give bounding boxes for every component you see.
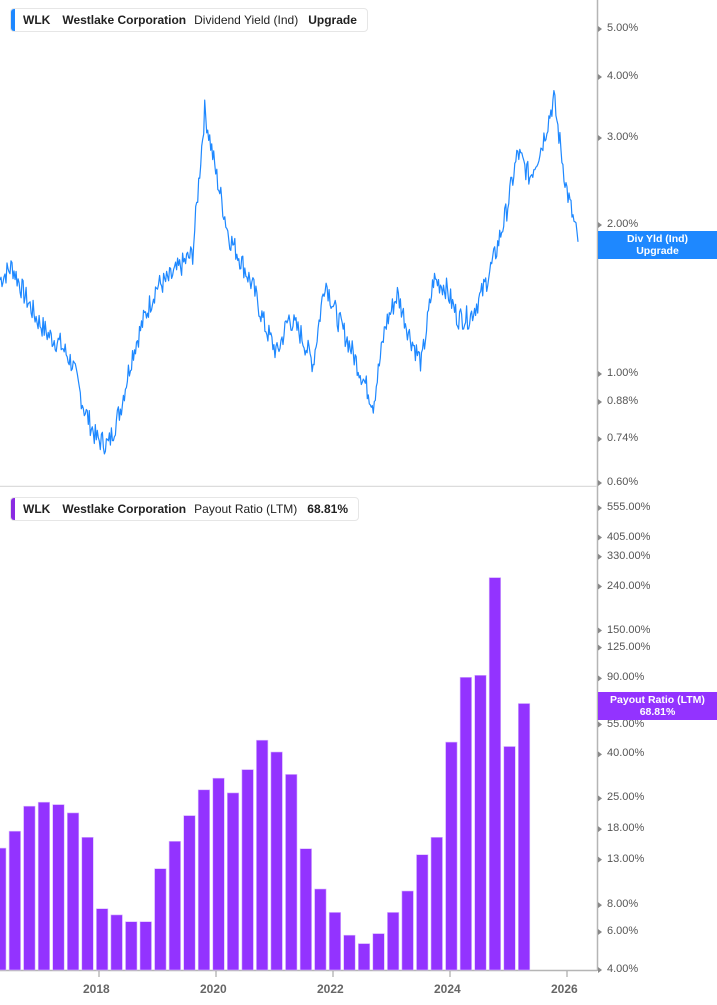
y-tick-label: 150.00%	[607, 623, 651, 636]
payout-bar[interactable]	[517, 703, 531, 971]
payout-bar[interactable]	[183, 815, 196, 971]
legend-accent-bar	[11, 498, 15, 520]
payout-bar[interactable]	[154, 868, 167, 971]
payout-ratio-panel: WLK Westlake Corporation Payout Ratio (L…	[0, 487, 717, 977]
payout-bar[interactable]	[110, 914, 123, 971]
payout-bar[interactable]	[503, 746, 516, 971]
payout-ratio-end-tag: Payout Ratio (LTM) 68.81%	[598, 692, 717, 720]
payout-bar[interactable]	[285, 774, 298, 971]
y-tick-label: 3.00%	[607, 131, 639, 143]
y-tick-label: 8.00%	[607, 898, 639, 911]
payout-bar[interactable]	[8, 830, 21, 971]
y-tick-label: 555.00%	[607, 501, 651, 513]
dividend-yield-line	[0, 90, 579, 455]
y-tick-label: 240.00%	[607, 579, 651, 592]
payout-bar[interactable]	[212, 777, 225, 971]
payout-bar[interactable]	[328, 912, 342, 971]
payout-bar[interactable]	[96, 908, 109, 971]
y-tick-label: 55.00%	[607, 717, 645, 730]
end-tag-value: 68.81%	[639, 706, 676, 718]
payout-bar[interactable]	[67, 812, 80, 971]
y-tick-label: 1.00%	[607, 367, 639, 379]
end-tag-metric: Div Yld (Ind)	[626, 233, 689, 245]
y-tick-label: 25.00%	[607, 791, 645, 804]
y-tick-label: 405.00%	[607, 530, 651, 543]
y-tick-label: 330.00%	[607, 549, 651, 562]
x-tick-label: 2018	[83, 982, 110, 996]
legend-metric: Dividend Yield (Ind)	[194, 13, 299, 27]
y-tick-label: 18.00%	[607, 822, 645, 835]
payout-bar[interactable]	[52, 804, 65, 971]
payout-bar[interactable]	[372, 933, 385, 971]
end-tag-value: Upgrade	[636, 245, 679, 257]
x-tick-marks	[98, 971, 568, 977]
payout-bar[interactable]	[299, 848, 312, 971]
dividend-yield-legend[interactable]: WLK Westlake Corporation Dividend Yield …	[10, 8, 368, 32]
y-tick-label: 13.00%	[607, 852, 645, 865]
x-tick-label: 2020	[200, 982, 227, 996]
payout-bar[interactable]	[0, 847, 7, 971]
y-tick-label: 5.00%	[607, 22, 639, 34]
payout-bar[interactable]	[23, 805, 36, 971]
payout-bar[interactable]	[416, 854, 429, 971]
payout-bar[interactable]	[474, 675, 487, 971]
payout-bar[interactable]	[168, 840, 181, 971]
y-tick-marks	[598, 505, 602, 973]
legend-accent-bar	[11, 9, 15, 31]
legend-metric: Payout Ratio (LTM)	[194, 502, 298, 516]
legend-ticker: WLK	[23, 13, 51, 27]
payout-ratio-bars	[0, 577, 531, 971]
dividend-yield-chart	[0, 0, 602, 487]
dividend-yield-panel: WLK Westlake Corporation Dividend Yield …	[0, 0, 717, 488]
y-tick-label: 0.60%	[607, 476, 639, 488]
payout-bar[interactable]	[445, 741, 458, 971]
x-tick-label: 2024	[434, 982, 461, 996]
payout-bar[interactable]	[270, 751, 283, 971]
payout-bar[interactable]	[488, 577, 502, 971]
y-tick-label: 0.74%	[607, 432, 639, 444]
end-tag-metric: Payout Ratio (LTM)	[610, 694, 705, 706]
y-tick-label: 0.88%	[607, 395, 639, 407]
y-tick-label: 125.00%	[607, 640, 651, 653]
payout-bar[interactable]	[459, 677, 472, 971]
y-tick-label: 4.00%	[607, 963, 639, 975]
y-tick-label: 90.00%	[607, 671, 645, 684]
payout-bar[interactable]	[314, 888, 327, 971]
payout-ratio-legend[interactable]: WLK Westlake Corporation Payout Ratio (L…	[10, 497, 359, 521]
payout-bar[interactable]	[401, 890, 414, 971]
legend-company: Westlake Corporation	[62, 502, 187, 516]
payout-bar[interactable]	[197, 789, 210, 971]
x-tick-label: 2022	[317, 982, 344, 996]
legend-upgrade-link[interactable]: Upgrade	[308, 13, 357, 27]
y-tick-label: 6.00%	[607, 925, 639, 938]
payout-ratio-chart	[0, 487, 602, 977]
payout-bar[interactable]	[357, 943, 371, 971]
payout-bar[interactable]	[125, 921, 138, 971]
payout-bar[interactable]	[81, 836, 94, 971]
legend-company: Westlake Corporation	[62, 13, 187, 27]
payout-bar[interactable]	[227, 792, 240, 971]
x-tick-label: 2026	[551, 982, 578, 996]
payout-bar[interactable]	[343, 934, 356, 971]
legend-value: 68.81%	[307, 502, 348, 516]
dividend-yield-end-tag: Div Yld (Ind) Upgrade	[598, 231, 717, 259]
payout-bar[interactable]	[37, 801, 51, 971]
y-tick-marks	[598, 26, 602, 486]
y-tick-label: 4.00%	[607, 70, 639, 82]
legend-ticker: WLK	[23, 502, 51, 516]
payout-bar[interactable]	[387, 912, 400, 971]
y-tick-label: 40.00%	[607, 747, 645, 760]
payout-bar[interactable]	[139, 921, 152, 971]
payout-bar[interactable]	[430, 836, 443, 971]
y-tick-label: 2.00%	[607, 218, 639, 230]
payout-bar[interactable]	[241, 769, 254, 971]
payout-bar[interactable]	[256, 739, 269, 971]
